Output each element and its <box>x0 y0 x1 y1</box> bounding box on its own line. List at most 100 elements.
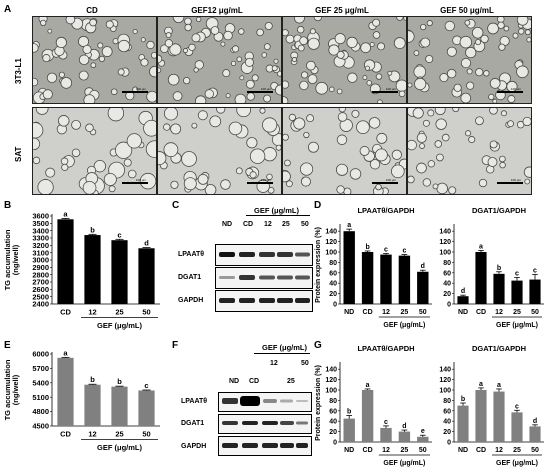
y-tick-label: 3400 <box>32 226 49 235</box>
significance-letter: a <box>63 209 68 218</box>
x-tick-label: 12 <box>495 309 503 316</box>
y-tick-label: 60 <box>329 408 337 415</box>
y-tick-label: 20 <box>443 429 451 436</box>
y-tick-label: 140 <box>325 367 337 374</box>
bar <box>529 279 541 304</box>
scale-bar-label: 100 μm <box>135 178 146 182</box>
y-tick-label: 140 <box>325 229 337 236</box>
bar <box>475 390 487 442</box>
bar <box>138 390 155 426</box>
panel-letter-f: F <box>172 340 179 351</box>
bar <box>417 271 429 304</box>
blot-f-lpaat-bands <box>222 396 308 406</box>
chart-title: DGAT1/GAPDH <box>472 206 526 215</box>
bar <box>57 219 74 304</box>
chart-title: DGAT1/GAPDH <box>472 344 526 353</box>
significance-letter: c <box>384 247 388 254</box>
scale-bar <box>497 91 523 93</box>
blot-c-lane: 50 <box>301 221 309 228</box>
bar <box>529 426 541 442</box>
micrograph: 100 μm <box>407 16 532 104</box>
micrograph: 100 μm <box>282 16 407 104</box>
panel-letter-e: E <box>4 340 11 351</box>
panel-letter-a: A <box>4 4 12 15</box>
scale-bar <box>247 91 273 93</box>
micro-col-header: CD <box>86 6 98 15</box>
bar <box>475 252 487 304</box>
x-tick-label: 12 <box>88 430 96 439</box>
y-tick-label: 80 <box>443 398 451 405</box>
x-group-label: GEF (μg/mL) <box>97 321 143 330</box>
x-tick-label: 12 <box>382 447 390 454</box>
blot-f-protein: GAPDH <box>181 443 207 450</box>
significance-letter: b <box>117 377 122 386</box>
blot-c-dgat1-bands <box>219 275 310 280</box>
y-tick-label: 20 <box>329 429 337 436</box>
chart-e-tg-accumulation: TG accumulation(ng/well) 4500 4800 5100 5400… <box>3 348 160 452</box>
y-tick-label: 60 <box>443 408 451 415</box>
panel-letter-c: C <box>172 200 180 211</box>
blot-c-gapdh-bands <box>219 298 310 303</box>
scale-bar-label: 100 μm <box>135 87 146 91</box>
bar <box>138 248 155 304</box>
scale-bar-label: 100 μm <box>510 87 521 91</box>
scale-bar-label: 100 μm <box>385 87 396 91</box>
chart-b-tg-accumulation: TG accumulation(ng/well) 2400250026002700… <box>3 209 160 330</box>
chart-title: LPAATθ/GAPDH <box>357 344 414 353</box>
y-tick-label: 4500 <box>32 422 49 431</box>
bar <box>457 296 469 304</box>
x-tick-label: CD <box>476 309 486 316</box>
significance-letter: a <box>63 348 68 357</box>
significance-letter: b <box>365 244 369 251</box>
micro-row-label: SAT <box>14 146 23 162</box>
x-tick-label: 25 <box>115 308 123 317</box>
x-tick-label: 50 <box>142 430 150 439</box>
x-group-label: GEF (μg/mL) <box>383 460 425 467</box>
y-tick-label: 2700 <box>32 278 49 287</box>
significance-letter: a <box>479 243 483 250</box>
y-tick-label: 3500 <box>32 219 49 228</box>
y-axis-label: TG accumulation(ng/well) <box>3 359 20 420</box>
significance-letter: c <box>117 230 121 239</box>
y-tick-label: 3600 <box>32 212 49 221</box>
x-tick-label: 25 <box>513 447 521 454</box>
bar <box>493 273 505 304</box>
x-tick-label: 25 <box>401 309 409 316</box>
y-tick-label: 120 <box>439 239 451 246</box>
bar <box>457 405 469 442</box>
significance-letter: c <box>533 267 537 274</box>
chart-d-dgat1: DGAT1/GAPDH 0 20 40 60 80 100 120 140 d ND a CD b 12 c 2… <box>439 206 544 329</box>
significance-letter: a <box>479 381 483 388</box>
bar <box>511 412 523 442</box>
blot-c-lane: 12 <box>264 221 272 228</box>
x-tick-label: 50 <box>531 309 539 316</box>
blot-f-membrane <box>218 392 312 456</box>
significance-letter: c <box>402 248 406 255</box>
blot-f-group-line <box>254 353 310 354</box>
y-tick-label: 3300 <box>32 234 49 243</box>
chart-d-lpaat: LPAATθ/GAPDH Protein expression (%) 0 20 40 6… <box>315 206 432 329</box>
x-group-label: GEF (μg/mL) <box>496 322 538 329</box>
chart-g-lpaat: LPAATθ/GAPDH Protein expression (%) 0 20 40 6… <box>315 344 432 467</box>
y-tick-label: 80 <box>443 260 451 267</box>
significance-letter: d <box>402 423 406 430</box>
y-tick-label: 120 <box>325 239 337 246</box>
y-tick-label: 0 <box>333 301 337 308</box>
y-tick-label: 0 <box>333 439 337 446</box>
y-tick-label: 2600 <box>32 285 49 294</box>
x-tick-label: 25 <box>513 309 521 316</box>
panel-letter-d: D <box>314 200 322 211</box>
x-tick-label: CD <box>363 309 373 316</box>
chart-g-dgat1: DGAT1/GAPDH 0 20 40 60 80 100 120 140 b ND a CD a 12 c 2… <box>439 344 544 467</box>
x-tick-label: ND <box>458 309 468 316</box>
x-tick-label: 50 <box>419 447 427 454</box>
x-tick-label: CD <box>476 447 486 454</box>
significance-letter: b <box>347 408 351 415</box>
blot-c-lane: ND <box>222 221 233 228</box>
bar <box>380 254 392 304</box>
scale-bar <box>372 91 398 93</box>
significance-letter: e <box>421 428 425 435</box>
x-tick-label: 50 <box>142 308 150 317</box>
micrograph: 100 μm <box>157 16 282 104</box>
y-tick-label: 0 <box>447 439 451 446</box>
